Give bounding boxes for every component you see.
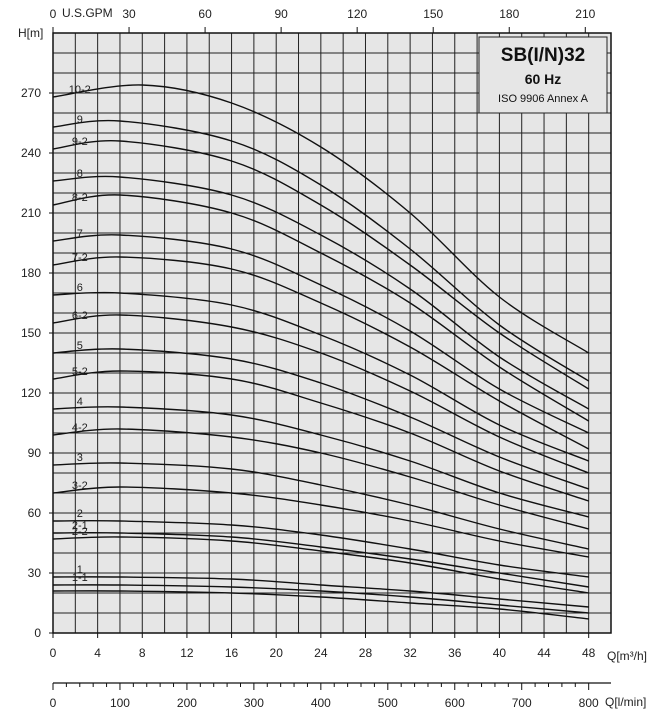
lmin-tick-label: 700 — [512, 696, 532, 710]
x-tick-label: 28 — [359, 646, 373, 660]
lmin-tick-label: 0 — [50, 696, 57, 710]
curve-label-8: 8 — [77, 168, 83, 180]
gpm-tick-label: 60 — [198, 7, 212, 21]
curve-unlabeled — [52, 590, 589, 620]
curve-label-9: 9 — [77, 114, 83, 126]
curve-4-2 — [52, 428, 589, 530]
curve-7-2 — [52, 256, 590, 450]
y-tick-label: 60 — [28, 506, 42, 520]
y-tick-label: 210 — [21, 206, 41, 220]
gpm-tick-label: 180 — [499, 7, 519, 21]
y-tick-label: 30 — [28, 566, 42, 580]
curve-label-2-2: 2-2 — [72, 526, 88, 538]
curve-label-5: 5 — [77, 340, 83, 352]
axes: 0 4 8 12 16 20 24 28 32 36 40 44 4803060901201501802… — [21, 7, 611, 710]
curve-labels: 10-2 9 9-2 8 8-2 7 7-2 6 6-2 5 5-2 4 4-2 3 3-2 22-12-2 1… — [69, 84, 91, 584]
y-tick-label: 240 — [21, 146, 41, 160]
x-tick-label: 20 — [270, 646, 284, 660]
curve-label-2: 2 — [77, 508, 83, 520]
curve-label-4: 4 — [77, 396, 83, 408]
curve-8-2 — [52, 194, 590, 422]
lmin-tick-label: 800 — [579, 696, 599, 710]
chart-note: ISO 9906 Annex A — [498, 93, 589, 105]
curve-3 — [52, 462, 589, 550]
lmin-tick-label: 100 — [110, 696, 130, 710]
lmin-tick-label: 600 — [445, 696, 465, 710]
chart-subtitle: 60 Hz — [525, 71, 562, 87]
x-tick-label: 36 — [448, 646, 462, 660]
curve-6 — [52, 291, 589, 462]
curve-label-7-2: 7-2 — [72, 252, 88, 264]
x-tick-label: 48 — [582, 646, 596, 660]
gpm-tick-label: 90 — [274, 7, 288, 21]
gpm-tick-label: 0 — [50, 7, 57, 21]
curve-9 — [52, 119, 590, 382]
lmin-tick-label: 400 — [311, 696, 331, 710]
curve-4 — [52, 406, 589, 518]
curve-label-6-2: 6-2 — [72, 310, 88, 322]
curve-label-3-2: 3-2 — [72, 480, 88, 492]
curve-5-2 — [52, 370, 589, 502]
curve-label-5-2: 5-2 — [72, 366, 88, 378]
curve-5 — [52, 348, 589, 490]
lmin-tick-label: 300 — [244, 696, 264, 710]
chart-title: SB(I/N)32 — [501, 45, 585, 66]
x-tick-label: 24 — [314, 646, 328, 660]
top-axis-label: U.S.GPM — [62, 6, 113, 20]
curves — [52, 84, 590, 620]
x2-axis-label: Q[l/min] — [605, 695, 646, 709]
gpm-tick-label: 150 — [423, 7, 443, 21]
curve-label-8-2: 8-2 — [72, 192, 88, 204]
x-tick-label: 12 — [180, 646, 194, 660]
x-axis-label: Q[m³/h] — [607, 649, 647, 663]
curve-label-1-1: 1-1 — [72, 572, 88, 584]
gpm-tick-label: 30 — [122, 7, 136, 21]
curve-1 — [52, 576, 589, 608]
y-tick-label: 120 — [21, 386, 41, 400]
curve-label-2-1: 2-1 — [72, 520, 88, 532]
y-axis-label: H[m] — [18, 26, 43, 40]
y-tick-label: 270 — [21, 86, 41, 100]
curve-7 — [52, 234, 589, 434]
curve-label-6: 6 — [77, 282, 83, 294]
gpm-tick-label: 120 — [347, 7, 367, 21]
curve-8 — [52, 175, 590, 410]
x-tick-label: 16 — [225, 646, 239, 660]
curve-2 — [52, 520, 589, 578]
curve-2-1 — [52, 532, 589, 588]
curve-9-2 — [52, 140, 590, 390]
title-box: SB(I/N)32 60 Hz ISO 9906 Annex A — [478, 36, 608, 114]
y-tick-label: 180 — [21, 266, 41, 280]
curve-label-7: 7 — [77, 228, 83, 240]
curve-label-4-2: 4-2 — [72, 422, 88, 434]
x-tick-label: 8 — [139, 646, 146, 660]
x-tick-label: 4 — [94, 646, 101, 660]
curve-1-1 — [52, 584, 589, 614]
x-tick-label: 40 — [493, 646, 507, 660]
x-tick-label: 0 — [50, 646, 57, 660]
y-tick-label: 90 — [28, 446, 42, 460]
curve-6-2 — [52, 314, 589, 474]
lmin-tick-label: 500 — [378, 696, 398, 710]
curve-2-2 — [52, 536, 589, 594]
curve-label-9-2: 9-2 — [72, 136, 88, 148]
curve-label-1: 1 — [77, 564, 83, 576]
curve-3-2 — [52, 486, 589, 558]
curve-label-3: 3 — [77, 452, 83, 464]
curve-label-10-2: 10-2 — [69, 84, 91, 96]
lmin-tick-label: 200 — [177, 696, 197, 710]
y-tick-label: 0 — [34, 626, 41, 640]
y-tick-label: 150 — [21, 326, 41, 340]
gpm-tick-label: 210 — [575, 7, 595, 21]
x-tick-label: 32 — [403, 646, 417, 660]
curve-10-2 — [52, 84, 590, 354]
x-tick-label: 44 — [537, 646, 551, 660]
